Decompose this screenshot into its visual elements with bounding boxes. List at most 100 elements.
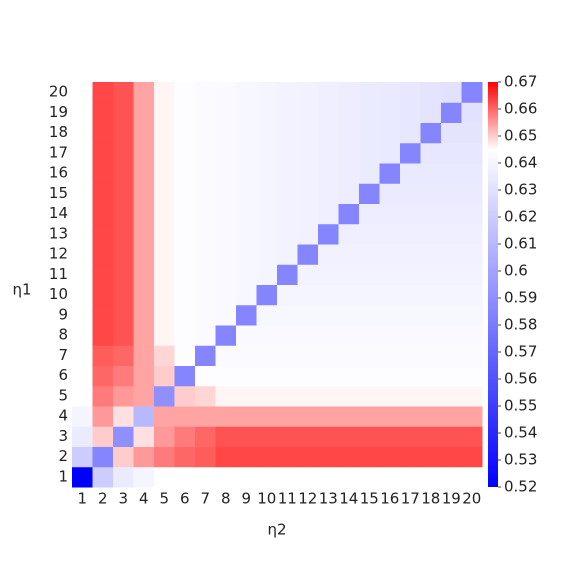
heatmap-cell bbox=[133, 406, 155, 427]
heatmap-cell bbox=[215, 122, 237, 144]
heatmap-cell bbox=[174, 264, 196, 285]
heatmap-cell bbox=[461, 446, 483, 468]
heatmap-cell bbox=[113, 446, 134, 468]
heatmap-cell bbox=[72, 264, 93, 285]
heatmap-cell bbox=[256, 406, 278, 427]
heatmap-cell bbox=[236, 365, 257, 387]
heatmap-cell bbox=[318, 122, 339, 144]
heatmap-cell bbox=[133, 284, 155, 306]
heatmap-cell bbox=[318, 264, 339, 285]
heatmap-cell bbox=[359, 466, 380, 488]
heatmap-cell bbox=[133, 345, 155, 366]
x-axis-label: η2 bbox=[267, 521, 286, 539]
heatmap-cell bbox=[256, 284, 278, 306]
heatmap-cell bbox=[461, 385, 483, 407]
heatmap-cell bbox=[338, 406, 360, 427]
heatmap-cell bbox=[297, 385, 319, 407]
heatmap-cell bbox=[133, 203, 155, 225]
heatmap-cell bbox=[277, 223, 298, 245]
heatmap-cell bbox=[113, 142, 134, 164]
heatmap-cell bbox=[215, 183, 237, 204]
heatmap-cell bbox=[256, 203, 278, 225]
heatmap-cell bbox=[113, 82, 134, 103]
heatmap-cell bbox=[256, 466, 278, 488]
heatmap-cell bbox=[236, 345, 257, 366]
heatmap-cell bbox=[277, 142, 298, 164]
y-tick-label: 9 bbox=[58, 305, 68, 323]
heatmap-cell bbox=[174, 325, 196, 346]
heatmap-cell bbox=[236, 142, 257, 164]
heatmap-cell bbox=[441, 304, 462, 326]
heatmap-cell bbox=[277, 122, 298, 144]
y-tick-label: 15 bbox=[49, 184, 68, 202]
heatmap-cell bbox=[318, 446, 339, 468]
heatmap-cell bbox=[338, 142, 360, 164]
heatmap-cell bbox=[441, 203, 462, 225]
heatmap-cell bbox=[297, 365, 319, 387]
heatmap-cell bbox=[154, 82, 175, 103]
heatmap-cell bbox=[195, 406, 216, 427]
x-tick-label: 7 bbox=[200, 490, 210, 508]
heatmap-cell bbox=[92, 446, 114, 468]
heatmap-cell bbox=[92, 82, 114, 103]
y-tick-label: 16 bbox=[49, 164, 68, 182]
heatmap-cell bbox=[256, 223, 278, 245]
heatmap-cell bbox=[441, 223, 462, 245]
heatmap-cell bbox=[297, 244, 319, 265]
y-tick-label: 11 bbox=[49, 265, 68, 283]
heatmap-cell bbox=[461, 365, 483, 387]
heatmap-cell bbox=[72, 365, 93, 387]
heatmap-cell bbox=[297, 203, 319, 225]
heatmap-cell bbox=[277, 82, 298, 103]
heatmap-cell bbox=[338, 426, 360, 447]
colorbar-tick-label: 0.59 bbox=[504, 289, 537, 307]
heatmap-cell bbox=[359, 365, 380, 387]
heatmap-cell bbox=[154, 264, 175, 285]
heatmap-cell bbox=[461, 406, 483, 427]
heatmap-cell bbox=[420, 385, 442, 407]
heatmap-cell bbox=[318, 142, 339, 164]
heatmap-cell bbox=[236, 406, 257, 427]
heatmap-cell bbox=[441, 82, 462, 103]
x-tick-label: 12 bbox=[298, 490, 317, 508]
y-tick-label: 20 bbox=[49, 83, 68, 101]
heatmap-cell bbox=[236, 203, 257, 225]
heatmap-cell bbox=[256, 122, 278, 144]
heatmap-cell bbox=[277, 244, 298, 265]
heatmap-cell bbox=[92, 385, 114, 407]
heatmap-cell bbox=[256, 82, 278, 103]
heatmap-cell bbox=[195, 325, 216, 346]
heatmap-cell bbox=[400, 102, 421, 123]
heatmap-cell bbox=[400, 426, 421, 447]
y-tick-label: 3 bbox=[58, 427, 68, 445]
heatmap-cell bbox=[441, 183, 462, 204]
heatmap-cell bbox=[338, 466, 360, 488]
colorbar bbox=[488, 82, 498, 487]
heatmap-cell bbox=[72, 203, 93, 225]
heatmap-cell bbox=[133, 304, 155, 326]
y-tick-label: 19 bbox=[49, 103, 68, 121]
heatmap-cell bbox=[441, 142, 462, 164]
x-tick-label: 19 bbox=[442, 490, 461, 508]
heatmap-cell bbox=[113, 264, 134, 285]
heatmap-cell bbox=[297, 446, 319, 468]
x-tick-label: 11 bbox=[278, 490, 297, 508]
colorbar-tick-label: 0.61 bbox=[504, 235, 537, 253]
heatmap-cell bbox=[461, 142, 483, 164]
heatmap-cell bbox=[256, 385, 278, 407]
heatmap-cell bbox=[420, 244, 442, 265]
heatmap-cell bbox=[277, 345, 298, 366]
heatmap-cell bbox=[318, 284, 339, 306]
heatmap-cell bbox=[400, 345, 421, 366]
heatmap-cell bbox=[133, 466, 155, 488]
heatmap-cell bbox=[113, 163, 134, 184]
heatmap-cell bbox=[318, 385, 339, 407]
heatmap-cell bbox=[92, 304, 114, 326]
heatmap-cell bbox=[215, 365, 237, 387]
heatmap-cell bbox=[154, 365, 175, 387]
heatmap-cell bbox=[318, 203, 339, 225]
heatmap-cell bbox=[215, 264, 237, 285]
heatmap-cell bbox=[256, 426, 278, 447]
heatmap-cell bbox=[215, 446, 237, 468]
colorbar-tick-label: 0.62 bbox=[504, 208, 537, 226]
